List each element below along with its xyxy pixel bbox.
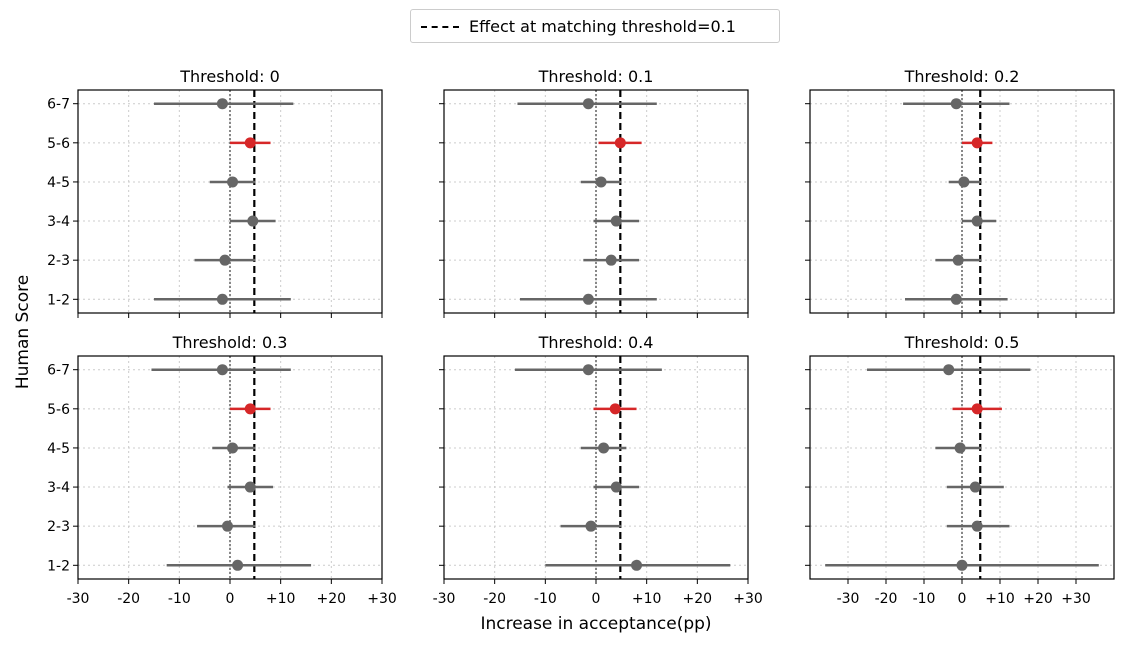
data-point xyxy=(582,293,594,305)
y-tick-label: 3-4 xyxy=(47,480,70,496)
y-tick-label: 4-5 xyxy=(47,441,70,457)
data-point xyxy=(610,481,622,493)
panel-title: Threshold: 0.1 xyxy=(538,67,654,86)
data-point xyxy=(244,403,256,415)
x-tick-label: -30 xyxy=(433,591,456,607)
data-point xyxy=(954,442,966,454)
y-tick-label: 1-2 xyxy=(47,558,70,574)
panel-2: Threshold: 0.1 xyxy=(439,67,749,318)
data-point xyxy=(609,403,621,415)
data-point xyxy=(971,520,983,532)
panel-1: Threshold: 0 1-2 2-3 3-4 4-5 5-6 6-7 xyxy=(47,67,383,318)
x-tick-label: +20 xyxy=(317,591,347,607)
x-tick-label: +30 xyxy=(733,591,763,607)
x-axis-label: Increase in acceptance(pp) xyxy=(480,614,711,634)
y-tick-label: 5-6 xyxy=(47,402,70,418)
data-point xyxy=(247,215,259,227)
data-point xyxy=(227,442,239,454)
y-axis-label: Human Score xyxy=(13,275,33,389)
data-point xyxy=(950,293,962,305)
data-point xyxy=(227,176,239,188)
x-tick-label: +20 xyxy=(1023,591,1053,607)
y-tick-label: 6-7 xyxy=(47,363,70,379)
x-tick-label: 0 xyxy=(958,591,967,607)
legend-dashed-line-icon xyxy=(421,26,459,28)
panel-title: Threshold: 0 xyxy=(179,67,280,86)
data-point xyxy=(614,137,626,149)
x-tick-label: 0 xyxy=(592,591,601,607)
data-point xyxy=(582,364,594,376)
data-point xyxy=(216,364,228,376)
y-tick-label: 3-4 xyxy=(47,214,70,230)
panel-title: Threshold: 0.3 xyxy=(172,333,288,352)
data-point xyxy=(216,98,228,110)
panel-title: Threshold: 0.2 xyxy=(904,67,1020,86)
panel-3: Threshold: 0.2 xyxy=(805,67,1115,318)
data-point xyxy=(582,98,594,110)
x-tick-label: +30 xyxy=(367,591,397,607)
data-point xyxy=(598,442,610,454)
panel-title: Threshold: 0.4 xyxy=(538,333,654,352)
legend: Effect at matching threshold=0.1 xyxy=(410,9,780,43)
x-tick-label: -20 xyxy=(483,591,506,607)
data-point xyxy=(952,254,964,266)
data-point xyxy=(244,481,256,493)
data-point xyxy=(216,293,228,305)
x-tick-label: -30 xyxy=(67,591,90,607)
y-tick-label: 6-7 xyxy=(47,97,70,113)
data-point xyxy=(971,403,983,415)
y-tick-label: 5-6 xyxy=(47,136,70,152)
data-point xyxy=(232,559,244,571)
x-tick-label: +10 xyxy=(632,591,662,607)
data-point xyxy=(605,254,617,266)
data-point xyxy=(956,559,968,571)
panel-6: Threshold: 0.5 -30 -20 -10 0 +10 +20 +30 xyxy=(805,333,1115,607)
data-point xyxy=(610,215,622,227)
x-tick-label: +10 xyxy=(266,591,296,607)
x-tick-label: -10 xyxy=(913,591,936,607)
y-tick-label: 2-3 xyxy=(47,519,70,535)
data-point xyxy=(585,520,597,532)
data-point xyxy=(631,559,643,571)
y-tick-label: 1-2 xyxy=(47,292,70,308)
data-point xyxy=(943,364,955,376)
y-tick-label: 4-5 xyxy=(47,175,70,191)
x-tick-label: +30 xyxy=(1061,591,1091,607)
data-point xyxy=(221,520,233,532)
data-point xyxy=(971,137,983,149)
data-point xyxy=(219,254,231,266)
x-tick-label: -30 xyxy=(837,591,860,607)
data-point xyxy=(244,137,256,149)
x-tick-label: 0 xyxy=(226,591,235,607)
data-point xyxy=(969,481,981,493)
data-point xyxy=(950,98,962,110)
panel-title: Threshold: 0.5 xyxy=(904,333,1020,352)
x-tick-label: +10 xyxy=(985,591,1015,607)
x-tick-label: -20 xyxy=(875,591,898,607)
panel-5: Threshold: 0.4 -30 -20 -10 0 +10 +20 +30 xyxy=(433,333,763,607)
x-tick-label: -20 xyxy=(117,591,140,607)
y-tick-label: 2-3 xyxy=(47,253,70,269)
data-point xyxy=(595,176,607,188)
data-point xyxy=(971,215,983,227)
panel-4: Threshold: 0.3 1-2 2-3 3-4 4-5 5-6 6-7 -30 -20 -1… xyxy=(47,333,397,607)
x-tick-label: +20 xyxy=(683,591,713,607)
x-tick-label: -10 xyxy=(168,591,191,607)
data-point xyxy=(958,176,970,188)
legend-label: Effect at matching threshold=0.1 xyxy=(469,17,736,36)
x-tick-label: -10 xyxy=(534,591,557,607)
